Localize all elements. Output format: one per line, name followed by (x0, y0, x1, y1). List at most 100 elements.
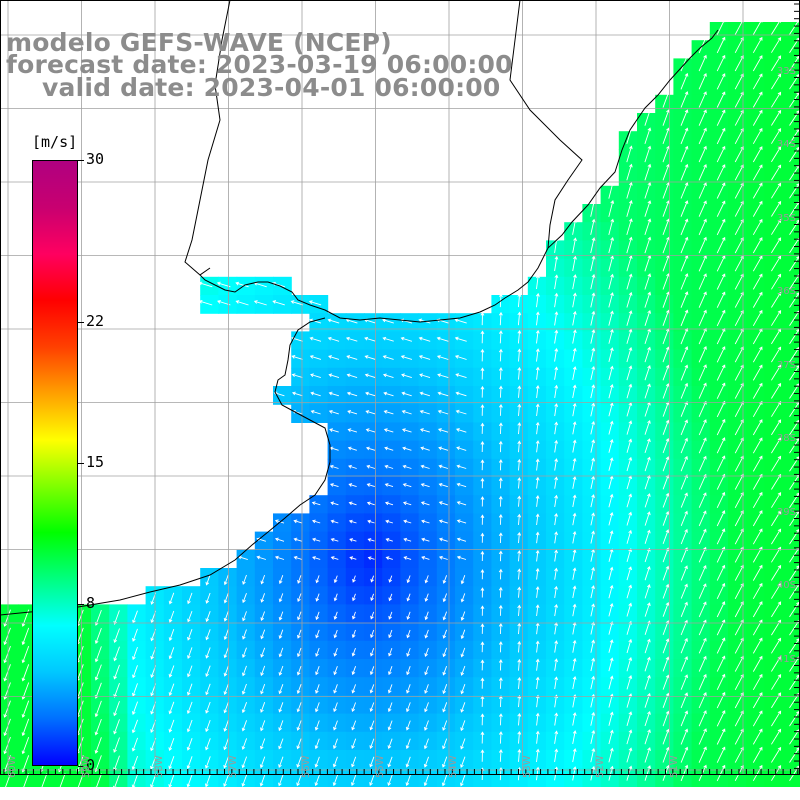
wind-arrow (590, 237, 596, 254)
wind-arrow (626, 145, 633, 163)
wind-arrow (365, 391, 376, 397)
wind-arrow (554, 439, 559, 453)
wind-arrow (716, 582, 726, 599)
wind-arrow (424, 575, 429, 584)
wind-arrow (771, 674, 782, 690)
wind-arrow (260, 683, 266, 695)
wind-arrow (480, 550, 485, 562)
wind-arrow (680, 419, 689, 436)
wind-arrow (330, 556, 339, 560)
wind-arrow (370, 593, 375, 602)
wind-arrow (498, 459, 503, 471)
wind-arrow (131, 755, 139, 771)
wind-arrow (535, 274, 540, 290)
wind-arrow (517, 385, 522, 398)
wind-arrow (328, 355, 340, 360)
wind-arrow (296, 738, 302, 750)
wind-arrow (572, 329, 577, 344)
wind-arrow (572, 730, 577, 744)
wind-arrow (554, 567, 559, 580)
wind-arrow (554, 458, 559, 471)
wind-arrow (419, 409, 430, 415)
wind-arrow (554, 513, 559, 526)
wind-arrow (662, 656, 670, 672)
wind-arrow (223, 629, 229, 641)
wind-arrow (535, 586, 540, 598)
wind-arrow (716, 473, 726, 490)
wind-arrow (351, 647, 356, 657)
wind-arrow (405, 774, 411, 787)
wind-arrow (406, 647, 411, 657)
wind-arrow (517, 604, 522, 616)
wind-arrow (554, 384, 559, 398)
wind-arrow (311, 501, 321, 506)
wind-arrow (498, 514, 503, 525)
wind-arrow (498, 713, 503, 726)
wind-arrow (771, 55, 782, 72)
wind-arrow (312, 556, 321, 560)
wind-arrow (698, 655, 707, 672)
wind-arrow (644, 419, 651, 435)
lat-label: 38S (776, 433, 796, 445)
wind-arrow (698, 364, 707, 381)
wind-arrow (351, 666, 357, 676)
wind-arrow (680, 437, 688, 454)
wind-arrow (572, 292, 577, 308)
wind-arrow (572, 457, 577, 471)
wind-arrow (365, 410, 376, 415)
wind-arrow (260, 629, 266, 640)
wind-arrow (369, 666, 375, 676)
wind-arrow (113, 701, 120, 717)
wind-arrow (771, 455, 782, 472)
wind-arrow (437, 391, 449, 397)
wind-arrow (716, 218, 726, 236)
wind-arrow (76, 773, 84, 791)
wind-arrow (771, 37, 782, 53)
wind-arrow (752, 91, 763, 108)
wind-arrow (205, 719, 211, 733)
wind-arrow (716, 18, 726, 35)
wind-arrow (330, 501, 339, 506)
wind-arrow (293, 537, 303, 542)
wind-arrow (644, 145, 652, 163)
wind-arrow (590, 365, 596, 381)
wind-arrow (517, 531, 522, 544)
wind-arrow (346, 355, 358, 360)
wind-arrow (716, 364, 726, 381)
wind-arrow (716, 710, 726, 727)
wind-arrow (419, 428, 430, 433)
wind-arrow (296, 665, 302, 676)
wind-arrow (365, 446, 376, 451)
wind-arrow (205, 756, 211, 769)
wind-arrow (572, 384, 577, 399)
wind-arrow (424, 647, 429, 658)
wind-arrow (771, 583, 782, 599)
wind-arrow (752, 746, 763, 763)
wind-arrow (437, 373, 449, 379)
wind-arrow (480, 441, 485, 453)
wind-arrow (21, 718, 30, 737)
wind-arrow (680, 710, 689, 727)
wind-arrow (278, 756, 284, 769)
wind-arrow (698, 565, 707, 581)
wind-arrow (498, 586, 503, 598)
wind-arrow (480, 367, 485, 380)
wind-arrow (716, 127, 726, 145)
wind-arrow (608, 292, 614, 308)
colorbar-tickmark (78, 160, 84, 161)
wind-arrow (626, 236, 633, 254)
wind-arrow (680, 583, 688, 599)
wind-arrow (590, 675, 596, 690)
wind-arrow (626, 181, 633, 199)
wind-arrow (424, 593, 429, 602)
wind-arrow (442, 702, 448, 713)
wind-arrow (698, 437, 707, 454)
wind-arrow (554, 274, 559, 290)
wind-arrow (315, 684, 320, 694)
wind-arrow (370, 629, 375, 639)
wind-arrow (662, 456, 670, 472)
wind-arrow (626, 438, 633, 453)
wind-arrow (771, 564, 782, 581)
wind-arrow (554, 329, 559, 344)
wind-arrow (680, 492, 688, 508)
